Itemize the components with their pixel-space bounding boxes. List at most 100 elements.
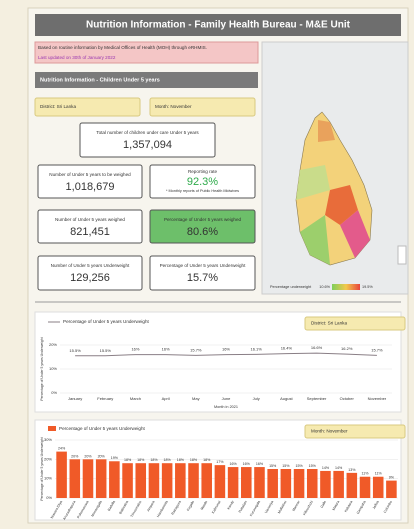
updated: Last updated on 30th of January 2022 <box>38 55 116 60</box>
bar <box>82 459 94 498</box>
bar <box>201 463 212 498</box>
bar <box>386 480 397 498</box>
x-tick-label: Batticaloa <box>118 500 129 515</box>
kpi-card <box>79 122 216 158</box>
map-region <box>296 165 330 200</box>
bar <box>306 469 318 498</box>
x-tick-label: Kilinochchi <box>302 500 314 516</box>
value-label: 17% <box>216 460 224 464</box>
bar <box>280 469 292 498</box>
kpi-card <box>37 164 143 199</box>
y-tick-label: 0% <box>46 495 52 500</box>
bar <box>56 451 67 498</box>
value-label: 11% <box>375 472 383 476</box>
kpi-label: Reporting rate <box>188 169 218 174</box>
kpi-card <box>149 164 256 199</box>
value-label: 16.2% <box>341 346 353 351</box>
y-tick-label: 0% <box>51 390 57 395</box>
value-label: 18% <box>137 458 145 462</box>
month-filter[interactable] <box>149 97 256 117</box>
district-filter[interactable] <box>34 97 141 117</box>
value-label: 15.7% <box>190 347 202 352</box>
value-label: 18% <box>190 458 198 462</box>
map-region <box>300 215 330 265</box>
value-label: 13% <box>348 468 356 472</box>
value-label: 15% <box>295 464 303 468</box>
value-label: 16.6% <box>311 345 323 350</box>
x-tick-label: March <box>130 396 141 401</box>
note: Based on routine information by Medical … <box>38 45 207 50</box>
x-tick-label: February <box>97 396 113 401</box>
x-tick-label: Kandy <box>226 500 234 511</box>
x-tick-label: Kalutara <box>344 500 354 513</box>
bar <box>241 467 252 498</box>
kpi-card <box>149 255 256 291</box>
value-label: 18% <box>150 458 158 462</box>
bar <box>175 463 186 498</box>
x-tick-label: Matara <box>332 500 341 511</box>
y-axis-label: Percentage of Under 5 years Underweight <box>40 337 44 400</box>
chart-filter-text: Month: November <box>311 429 348 434</box>
note-box <box>34 41 259 64</box>
chart-filter[interactable] <box>304 424 406 439</box>
chart-filter[interactable] <box>304 316 406 331</box>
x-tick-label: Ratnapura <box>171 500 182 516</box>
bar <box>69 459 81 498</box>
map-region <box>340 210 370 258</box>
value-label: 24% <box>58 447 66 451</box>
value-label: 20% <box>71 454 79 458</box>
zoom-control[interactable] <box>397 245 407 265</box>
value-label: 20% <box>84 454 92 458</box>
kpi-label: Percentage of Under 5 years weighed <box>164 217 242 222</box>
kpi-value: 1,357,094 <box>123 139 172 151</box>
value-label: 18% <box>203 458 211 462</box>
x-tick-label: Mannar <box>291 499 301 512</box>
kpi-value: 129,256 <box>70 272 110 284</box>
value-label: 18% <box>164 458 172 462</box>
x-tick-label: Kegalle <box>186 500 195 512</box>
bar <box>227 467 239 498</box>
value-label: 15.5% <box>69 348 81 353</box>
x-tick-label: Gampaha <box>356 500 367 515</box>
x-tick-label: July <box>253 396 260 401</box>
title: Nutrition Information - Family Health Bu… <box>86 20 351 31</box>
kpi-value: 1,018,679 <box>66 181 115 193</box>
value-label: 14% <box>335 466 343 470</box>
value-label: 16.4% <box>281 346 293 351</box>
line <box>75 352 377 357</box>
x-tick-label: September <box>307 396 327 401</box>
kpi-card <box>37 255 143 291</box>
x-tick-label: January <box>68 396 82 401</box>
legend-label: Percentage of Under 5 years Underweight <box>63 319 150 324</box>
value-label: 16% <box>243 462 251 466</box>
kpi-label: Number of Under 5 years Underweight <box>51 263 130 268</box>
kpi-footnote: * Monthly reports of Public Health Midwi… <box>166 189 239 193</box>
legend-label: Percentage of Under 5 years Underweight <box>59 426 146 431</box>
map-region <box>318 120 335 142</box>
x-tick-label: June <box>222 396 231 401</box>
value-label: 16% <box>229 462 237 466</box>
section-bar <box>35 72 258 88</box>
value-label: 16% <box>256 462 264 466</box>
y-axis-label: Percentage of Under 5 years Underweight <box>40 437 44 500</box>
kpi-label: Number of Under 5 years weighed <box>55 217 125 222</box>
bar <box>267 469 278 498</box>
kpi-label: Percentage of Under 5 years Underweight <box>160 263 247 268</box>
legend-swatch <box>48 426 56 431</box>
value-label: 15% <box>309 464 317 468</box>
x-axis-label: Month in 2021 <box>214 405 238 409</box>
x-tick-label: Galle <box>320 500 327 509</box>
value-label: 16% <box>162 347 170 352</box>
x-tick-label: Vavuniya <box>264 500 274 514</box>
bar <box>254 467 265 498</box>
y-tick-label: 20% <box>44 456 52 461</box>
x-tick-label: April <box>162 396 170 401</box>
value-label: 15% <box>269 464 277 468</box>
value-label: 16% <box>222 347 230 352</box>
y-tick-label: 10% <box>44 476 52 481</box>
bar <box>135 463 147 498</box>
value-label: 15% <box>282 464 290 468</box>
value-label: 16% <box>131 347 139 352</box>
x-tick-label: October <box>340 396 355 401</box>
